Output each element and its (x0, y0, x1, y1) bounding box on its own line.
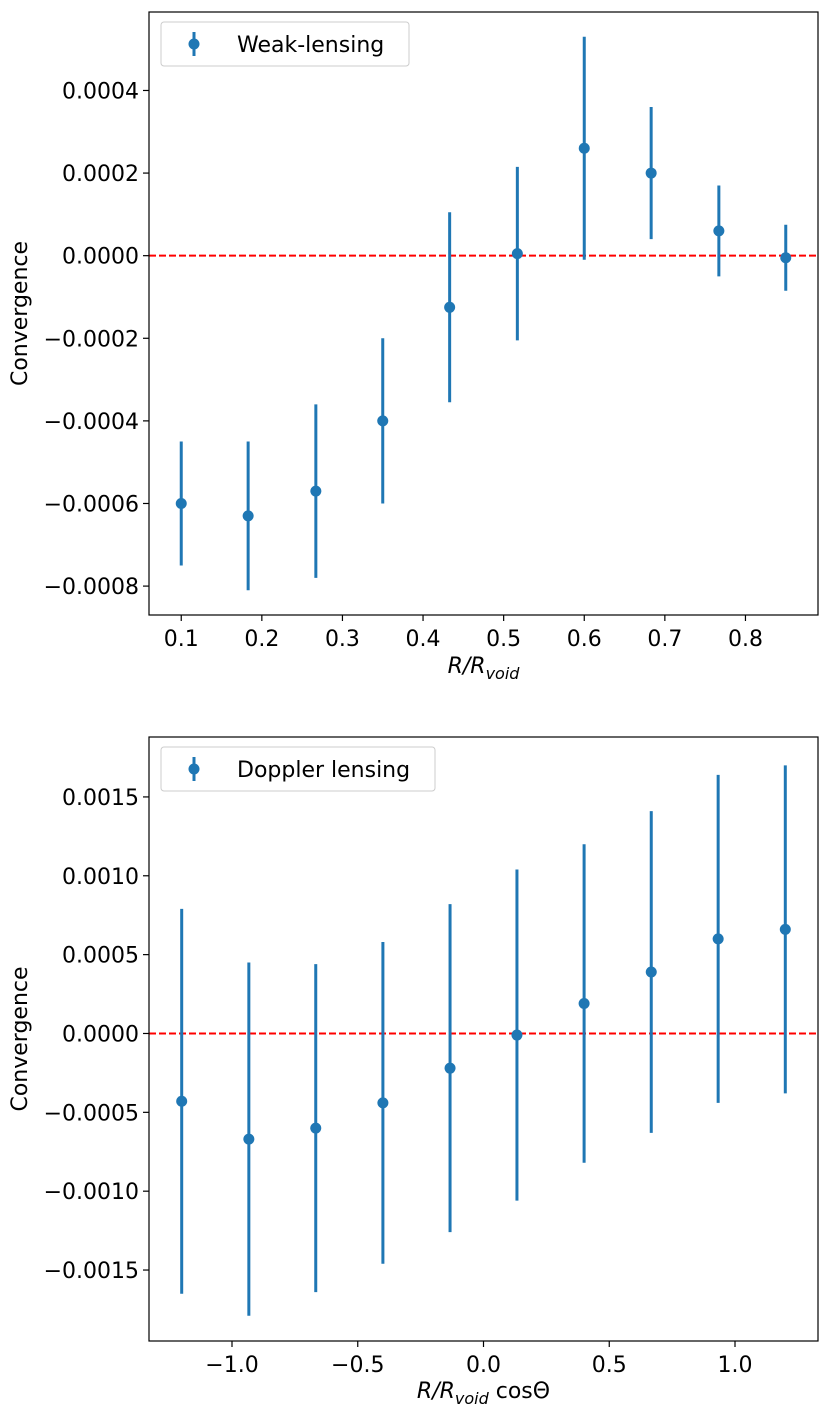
weak-lensing-x-tick-label: 0.5 (486, 627, 521, 652)
doppler-lensing-legend-point-marker (188, 763, 200, 775)
weak-lensing-x-tick-label: 0.4 (406, 627, 441, 652)
doppler-lensing-data-point (578, 998, 590, 1010)
weak-lensing-data-point (310, 485, 322, 497)
doppler-lensing-data-point (779, 923, 791, 935)
weak-lensing-data-point (511, 248, 523, 260)
weak-lensing-y-tick-label: 0.0004 (62, 79, 139, 104)
doppler-lensing-data-point (243, 1133, 255, 1145)
weak-lensing-data-point (175, 497, 187, 509)
doppler-lensing-y-tick-label: −0.0010 (44, 1180, 139, 1205)
doppler-lensing-legend-label: Doppler lensing (237, 758, 410, 783)
doppler-lensing-panel: −1.0 −0.5 0.0 0.5 1.0 −0.0015 −0.0010 −0.0005 0.… (8, 736, 819, 1408)
weak-lensing-data-point (377, 415, 389, 427)
doppler-lensing-x-tick-label: 1.0 (718, 1353, 753, 1378)
weak-lensing-x-tick-label: 0.7 (647, 627, 682, 652)
doppler-lensing-x-tick-label: 0.0 (466, 1353, 501, 1378)
doppler-lensing-x-axis-label: R/Rvoid cosΘ (417, 1379, 550, 1408)
weak-lensing-y-tick-label: −0.0002 (44, 327, 139, 352)
doppler-lensing-x-tick-label: −0.5 (331, 1353, 384, 1378)
weak-lensing-legend-label: Weak-lensing (237, 33, 384, 58)
weak-lensing-data-point (578, 142, 590, 154)
weak-lensing-panel: 0.1 0.2 0.3 0.4 0.5 0.6 0.7 0.8 −0.0008 −0.0006 −0… (8, 11, 819, 683)
weak-lensing-data-point (645, 167, 657, 179)
doppler-lensing-data-point (176, 1095, 188, 1107)
x-axis-label-main: R/R (417, 1379, 455, 1404)
x-axis-label-subscript: void (455, 1389, 490, 1408)
doppler-lensing-y-tick-label: −0.0005 (44, 1101, 139, 1126)
x-axis-label-subscript: void (486, 664, 521, 683)
weak-lensing-y-tick-label: 0.0000 (62, 245, 139, 270)
doppler-lensing-data-point (444, 1062, 456, 1074)
weak-lensing-data-point (780, 252, 792, 264)
weak-lensing-x-axis-label: R/Rvoid (448, 654, 521, 683)
doppler-lensing-y-axis-label: Convergence (8, 966, 33, 1111)
weak-lensing-x-tick-label: 0.1 (164, 627, 199, 652)
weak-lensing-data-point (713, 225, 725, 237)
doppler-lensing-data-point (712, 933, 724, 945)
weak-lensing-x-tick-label: 0.3 (325, 627, 360, 652)
weak-lensing-axes-frame (148, 11, 819, 616)
weak-lensing-data-point (242, 510, 254, 522)
doppler-lensing-y-tick-label: 0.0005 (62, 944, 139, 969)
weak-lensing-y-tick-label: 0.0002 (62, 162, 139, 187)
doppler-lensing-data-point (377, 1097, 389, 1109)
doppler-lensing-data-point (511, 1029, 523, 1041)
doppler-lensing-data-point (645, 966, 657, 978)
x-axis-label-main: R/R (448, 654, 486, 679)
weak-lensing-legend (160, 21, 410, 67)
doppler-lensing-legend (160, 746, 436, 792)
weak-lensing-y-tick-label: −0.0008 (44, 575, 139, 600)
doppler-lensing-x-tick-label: 0.5 (592, 1353, 627, 1378)
weak-lensing-legend-point-marker (188, 38, 200, 50)
doppler-lensing-y-tick-label: −0.0015 (44, 1259, 139, 1284)
x-axis-label-suffix: cosΘ (489, 1379, 550, 1404)
weak-lensing-x-tick-label: 0.6 (567, 627, 602, 652)
weak-lensing-y-tick-label: −0.0006 (44, 492, 139, 517)
doppler-lensing-data-point (310, 1122, 322, 1134)
weak-lensing-y-tick-label: −0.0004 (44, 410, 139, 435)
doppler-lensing-y-tick-label: 0.0015 (62, 786, 139, 811)
weak-lensing-y-axis-label: Convergence (8, 241, 33, 386)
doppler-lensing-x-tick-label: −1.0 (205, 1353, 258, 1378)
weak-lensing-data-point (444, 301, 456, 313)
doppler-lensing-y-tick-label: 0.0010 (62, 865, 139, 890)
weak-lensing-x-tick-label: 0.2 (244, 627, 279, 652)
doppler-lensing-y-tick-label: 0.0000 (62, 1022, 139, 1047)
weak-lensing-x-tick-label: 0.8 (728, 627, 763, 652)
